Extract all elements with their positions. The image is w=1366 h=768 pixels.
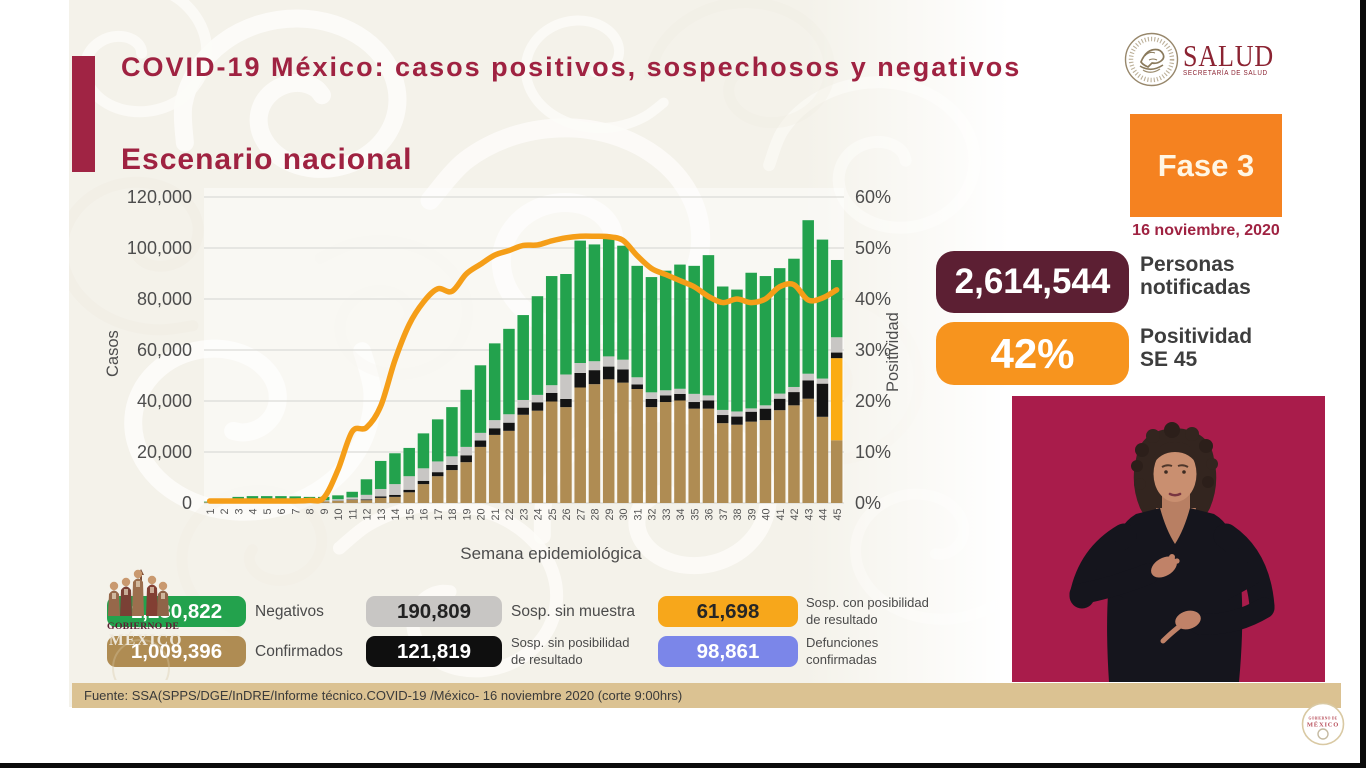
svg-text:4: 4 bbox=[248, 509, 260, 515]
svg-text:36: 36 bbox=[704, 509, 716, 521]
svg-text:20: 20 bbox=[476, 509, 488, 521]
svg-text:10%: 10% bbox=[855, 442, 891, 462]
svg-text:3: 3 bbox=[233, 509, 245, 515]
svg-text:17: 17 bbox=[433, 509, 445, 521]
svg-text:15: 15 bbox=[404, 509, 416, 521]
svg-text:60%: 60% bbox=[855, 187, 891, 207]
svg-text:13: 13 bbox=[376, 509, 388, 521]
svg-text:23: 23 bbox=[518, 509, 530, 521]
svg-text:11: 11 bbox=[347, 509, 359, 520]
svg-text:27: 27 bbox=[575, 509, 587, 521]
svg-text:35: 35 bbox=[689, 509, 701, 521]
svg-text:80,000: 80,000 bbox=[137, 289, 192, 309]
svg-text:24: 24 bbox=[533, 509, 545, 521]
svg-text:33: 33 bbox=[661, 509, 673, 521]
svg-text:5: 5 bbox=[262, 509, 274, 515]
svg-text:26: 26 bbox=[561, 509, 573, 521]
svg-text:1: 1 bbox=[205, 509, 217, 515]
svg-text:42: 42 bbox=[789, 509, 801, 521]
svg-text:21: 21 bbox=[490, 509, 502, 521]
svg-text:30: 30 bbox=[618, 509, 630, 521]
svg-text:22: 22 bbox=[504, 509, 516, 521]
svg-text:38: 38 bbox=[732, 509, 744, 521]
svg-text:7: 7 bbox=[290, 509, 302, 515]
svg-text:40,000: 40,000 bbox=[137, 391, 192, 411]
svg-text:0: 0 bbox=[182, 493, 192, 513]
svg-text:0%: 0% bbox=[855, 493, 881, 513]
svg-text:MÉXICO: MÉXICO bbox=[109, 632, 183, 649]
svg-text:50%: 50% bbox=[855, 238, 891, 258]
svg-text:12: 12 bbox=[362, 509, 374, 521]
svg-text:31: 31 bbox=[632, 509, 644, 521]
svg-text:MÉXICO: MÉXICO bbox=[1307, 721, 1339, 729]
svg-text:28: 28 bbox=[590, 509, 602, 521]
svg-text:41: 41 bbox=[775, 509, 787, 521]
svg-text:30%: 30% bbox=[855, 340, 891, 360]
svg-text:100,000: 100,000 bbox=[127, 238, 192, 258]
svg-text:GOBIERNO DE: GOBIERNO DE bbox=[1309, 717, 1338, 721]
svg-text:60,000: 60,000 bbox=[137, 340, 192, 360]
svg-text:120,000: 120,000 bbox=[127, 187, 192, 207]
svg-text:18: 18 bbox=[447, 509, 459, 521]
svg-text:16: 16 bbox=[419, 509, 431, 521]
svg-text:GOBIERNO DE: GOBIERNO DE bbox=[107, 621, 179, 632]
svg-text:Semana epidemiológica: Semana epidemiológica bbox=[460, 544, 642, 563]
svg-text:20,000: 20,000 bbox=[137, 442, 192, 462]
svg-text:Casos: Casos bbox=[104, 330, 122, 377]
svg-text:39: 39 bbox=[746, 509, 758, 521]
svg-text:Positividad: Positividad bbox=[884, 312, 902, 392]
svg-text:19: 19 bbox=[461, 509, 473, 521]
svg-text:25: 25 bbox=[547, 509, 559, 521]
svg-text:34: 34 bbox=[675, 509, 687, 521]
svg-text:6: 6 bbox=[276, 509, 288, 515]
svg-text:40%: 40% bbox=[855, 289, 891, 309]
svg-text:40: 40 bbox=[761, 509, 773, 521]
svg-text:10: 10 bbox=[333, 509, 345, 521]
svg-text:43: 43 bbox=[803, 509, 815, 521]
svg-text:20%: 20% bbox=[855, 391, 891, 411]
svg-text:9: 9 bbox=[319, 509, 331, 515]
svg-text:29: 29 bbox=[604, 509, 616, 521]
svg-text:45: 45 bbox=[832, 509, 844, 521]
svg-text:32: 32 bbox=[647, 509, 659, 521]
svg-text:2: 2 bbox=[219, 509, 231, 515]
svg-text:8: 8 bbox=[305, 509, 317, 515]
svg-text:44: 44 bbox=[818, 509, 830, 521]
svg-text:37: 37 bbox=[718, 509, 730, 521]
svg-text:14: 14 bbox=[390, 509, 402, 521]
